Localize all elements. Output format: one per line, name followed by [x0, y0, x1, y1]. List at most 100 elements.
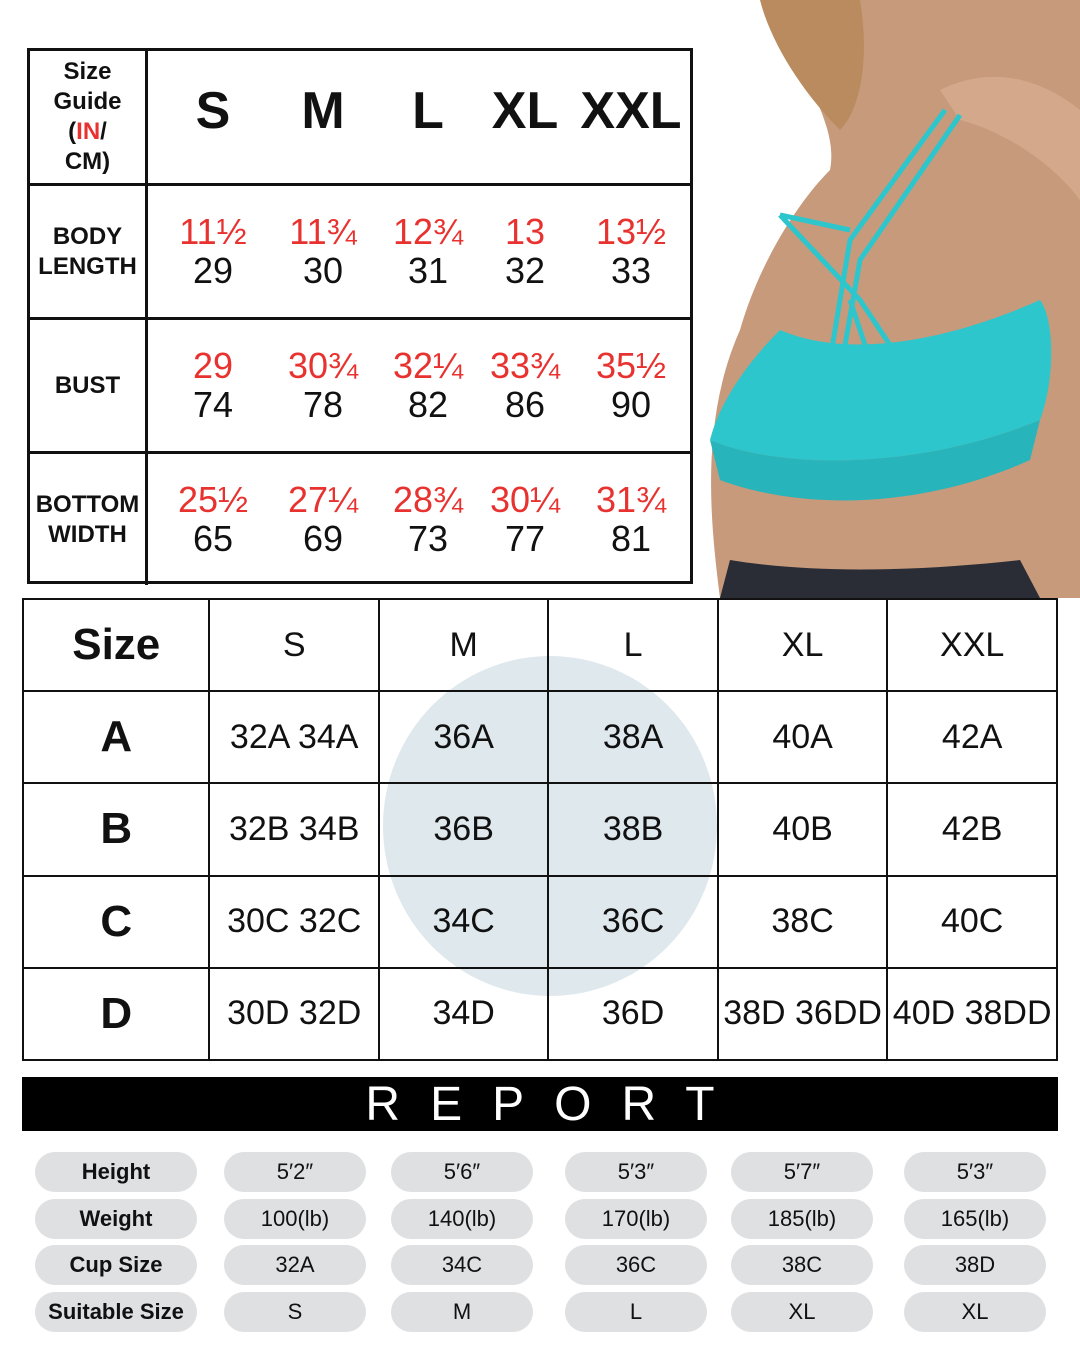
cup-cell: 40A: [716, 690, 889, 785]
cup-cell: 40C: [886, 874, 1058, 969]
report-value: 32A: [224, 1245, 366, 1285]
report-value: 5′6″: [391, 1152, 533, 1192]
cup-cell: 38A: [547, 690, 719, 785]
report-value: 165(lb): [904, 1198, 1046, 1239]
report-label: Height: [35, 1152, 197, 1192]
measurement-cell: 33¾ 86: [470, 346, 580, 424]
inches-value: 28¾: [392, 479, 464, 520]
cup-cell: XXL: [886, 597, 1058, 693]
cup-cell: 30D 32D: [208, 966, 380, 1062]
cup-cell: 38B: [547, 782, 719, 877]
measurement-row: BOTTOM WIDTH 25½ 65 27¼ 69 28¾ 73 30¼ 77 31¾ 81: [30, 451, 690, 585]
report-value: S: [224, 1291, 366, 1332]
cup-cell: 34D: [377, 966, 550, 1062]
cup-cell: 38C: [716, 874, 889, 969]
cup-cell: 36C: [547, 874, 719, 969]
size-header-row: Size Guide (IN/ CM) S M L XL XXL: [30, 51, 690, 183]
cup-label: Size: [21, 597, 211, 693]
measurement-cell: 12¾ 31: [373, 212, 483, 290]
report-value: 38D: [904, 1245, 1046, 1285]
cup-cell: 36B: [377, 782, 550, 877]
report-value: 36C: [565, 1245, 707, 1285]
inches-value: 25½: [177, 479, 249, 520]
corner-text: /: [100, 118, 107, 145]
measurement-label: BOTTOM WIDTH: [30, 454, 148, 585]
cup-cell: S: [208, 597, 380, 693]
report-label: Weight: [35, 1198, 197, 1239]
cup-cell: 36D: [547, 966, 719, 1062]
cup-cell: 30C 32C: [208, 874, 380, 969]
cup-cell: 42A: [886, 690, 1058, 785]
cup-row: D 30D 32D 34D 36D 38D 36DD 40D 38DD: [21, 966, 1058, 1062]
inches-value: 11½: [179, 211, 247, 252]
report-value: 5′3″: [565, 1152, 707, 1192]
label-text: BOTTOM: [35, 490, 140, 518]
report-value: 38C: [731, 1245, 873, 1285]
label-text: BODY: [52, 222, 123, 250]
measurement-cell: 32¼ 82: [373, 346, 483, 424]
inches-value: 13½: [595, 211, 667, 252]
size-xxl: XXL: [580, 82, 682, 140]
cm-value: 78: [302, 384, 344, 425]
cup-label: C: [21, 874, 211, 969]
inches-value: 29: [192, 345, 234, 386]
report-value: XL: [731, 1291, 873, 1332]
measurement-row: BUST 29 74 30¾ 78 32¼ 82 33¾ 86 35½ 90: [30, 317, 690, 451]
size-xl: XL: [491, 82, 559, 140]
measurement-cell: 11½ 29: [158, 212, 268, 290]
cup-cell: 40B: [716, 782, 889, 877]
measurement-cell: 13 32: [470, 212, 580, 290]
measurement-cell: 27¼ 69: [268, 480, 378, 558]
inches-value: 11¾: [289, 211, 357, 252]
report-banner: REPORT: [22, 1077, 1058, 1131]
label-text: BUST: [54, 371, 121, 399]
cup-cell: 36A: [377, 690, 550, 785]
cm-value: 33: [610, 250, 652, 291]
report-label: Cup Size: [35, 1245, 197, 1285]
report-value: 5′7″: [731, 1152, 873, 1192]
measurement-row: BODY LENGTH 11½ 29 11¾ 30 12¾ 31 13 32 13½ 33: [30, 183, 690, 317]
cup-label: B: [21, 782, 211, 877]
cup-label: A: [21, 690, 211, 785]
report-value: 185(lb): [731, 1198, 873, 1239]
report-value: 5′3″: [904, 1152, 1046, 1192]
report-value: 5′2″: [224, 1152, 366, 1192]
report-value: L: [565, 1291, 707, 1332]
measurement-cell: 25½ 65: [158, 480, 268, 558]
cm-value: 82: [407, 384, 449, 425]
inches-value: 30¾: [287, 345, 359, 386]
measurement-cell: 28¾ 73: [373, 480, 483, 558]
measurement-cell: 13½ 33: [576, 212, 686, 290]
cup-cell: 38D 36DD: [716, 966, 889, 1062]
cm-value: 32: [504, 250, 546, 291]
inches-value: 12¾: [392, 211, 464, 252]
size-guide-table: Size Guide (IN/ CM) S M L XL XXL BODY LENGTH…: [27, 48, 693, 585]
size-m: M: [301, 82, 345, 140]
cm-value: 86: [504, 384, 546, 425]
corner-text: Guide: [53, 88, 122, 115]
measurement-label: BUST: [30, 320, 148, 451]
cup-cell: 42B: [886, 782, 1058, 877]
report-value: XL: [904, 1291, 1046, 1332]
cm-value: 81: [610, 518, 652, 559]
cup-row: B 32B 34B 36B 38B 40B 42B: [21, 782, 1058, 877]
report-value: 140(lb): [391, 1198, 533, 1239]
cm-value: 69: [302, 518, 344, 559]
cup-row: C 30C 32C 34C 36C 38C 40C: [21, 874, 1058, 969]
inches-value: 33¾: [489, 345, 561, 386]
report-value: 100(lb): [224, 1198, 366, 1239]
model-photo: [710, 0, 1080, 598]
cm-value: 73: [407, 518, 449, 559]
inches-value: 30¼: [489, 479, 561, 520]
report-value: M: [391, 1291, 533, 1332]
cup-cell: L: [547, 597, 719, 693]
inches-value: 27¼: [287, 479, 359, 520]
inches-value: 31¾: [595, 479, 667, 520]
cup-cell: 34C: [377, 874, 550, 969]
cm-value: 77: [504, 518, 546, 559]
cup-cell: XL: [716, 597, 889, 693]
cm-value: 31: [407, 250, 449, 291]
cup-row: A 32A 34A 36A 38A 40A 42A: [21, 690, 1058, 785]
cup-cell: 32A 34A: [208, 690, 380, 785]
report-value: 170(lb): [565, 1198, 707, 1239]
